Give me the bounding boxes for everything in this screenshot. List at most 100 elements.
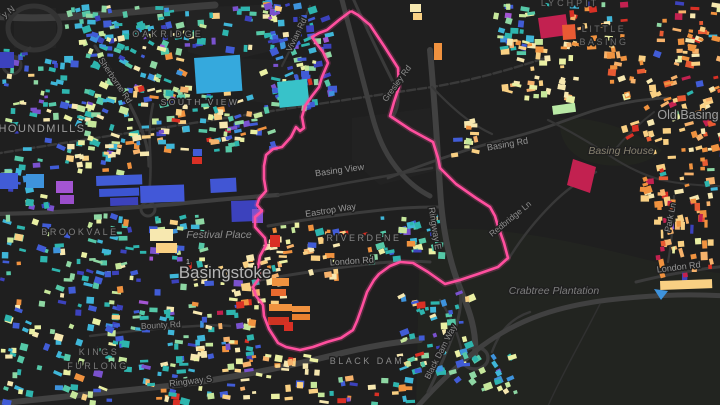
building	[175, 47, 183, 56]
building	[150, 229, 173, 241]
building	[630, 78, 636, 84]
building	[87, 238, 97, 244]
building	[194, 54, 243, 94]
building	[147, 323, 154, 329]
building	[527, 43, 533, 47]
building	[304, 368, 309, 375]
building	[57, 299, 67, 305]
building	[573, 76, 579, 81]
building	[165, 21, 173, 30]
building	[672, 97, 679, 103]
building	[560, 46, 567, 50]
building	[264, 32, 272, 38]
building	[684, 216, 690, 225]
building	[59, 62, 66, 70]
building	[464, 145, 470, 149]
building	[640, 195, 650, 202]
building	[267, 15, 273, 21]
building	[77, 357, 85, 366]
building	[503, 88, 513, 94]
building	[496, 385, 504, 392]
building	[540, 91, 548, 98]
building	[74, 119, 83, 128]
building	[414, 351, 425, 358]
building	[249, 11, 257, 16]
building	[225, 45, 235, 54]
building	[645, 178, 655, 185]
building	[109, 234, 119, 241]
building	[513, 389, 518, 395]
building	[98, 385, 108, 392]
building	[120, 249, 127, 254]
building	[103, 213, 108, 219]
building	[603, 20, 611, 26]
building	[493, 12, 500, 20]
building	[95, 96, 105, 106]
building	[322, 36, 330, 44]
building	[677, 240, 685, 248]
building	[129, 47, 137, 55]
building	[219, 121, 228, 129]
building	[295, 29, 303, 38]
building	[118, 216, 123, 224]
building	[169, 219, 179, 226]
building	[81, 4, 90, 12]
building	[62, 384, 71, 393]
building	[306, 25, 315, 33]
building	[199, 23, 207, 29]
building	[438, 251, 446, 260]
building	[324, 79, 331, 87]
building	[81, 393, 88, 401]
building	[418, 237, 427, 245]
building	[156, 120, 162, 125]
building	[223, 22, 233, 28]
building	[124, 62, 133, 69]
building	[141, 364, 151, 370]
building	[2, 218, 12, 225]
building	[259, 259, 269, 266]
building	[85, 162, 92, 169]
building	[284, 2, 291, 7]
building	[242, 120, 251, 128]
building	[63, 114, 73, 122]
building	[690, 253, 697, 260]
building	[30, 107, 37, 112]
building	[672, 246, 676, 254]
building	[420, 361, 426, 368]
building	[130, 269, 139, 276]
building	[381, 377, 389, 384]
building	[601, 2, 606, 8]
building	[272, 34, 279, 41]
building	[105, 97, 116, 104]
building	[710, 11, 718, 16]
building	[234, 136, 241, 141]
building	[194, 214, 199, 218]
building	[561, 24, 577, 40]
building	[16, 369, 22, 376]
building	[12, 322, 20, 329]
map-label: LITTLE	[582, 24, 627, 34]
building	[149, 60, 158, 69]
building	[606, 16, 613, 23]
building	[140, 54, 146, 59]
building	[18, 389, 24, 395]
building	[691, 263, 697, 273]
building	[92, 369, 104, 378]
building	[285, 239, 291, 245]
building	[6, 271, 11, 276]
building	[535, 46, 544, 53]
building	[43, 118, 50, 122]
building	[8, 347, 13, 352]
building	[674, 188, 684, 195]
building	[61, 89, 70, 94]
building	[68, 286, 76, 294]
building	[430, 316, 438, 321]
building	[190, 224, 200, 230]
building	[193, 357, 199, 362]
building	[113, 47, 122, 54]
building	[533, 93, 540, 99]
building	[656, 38, 666, 43]
